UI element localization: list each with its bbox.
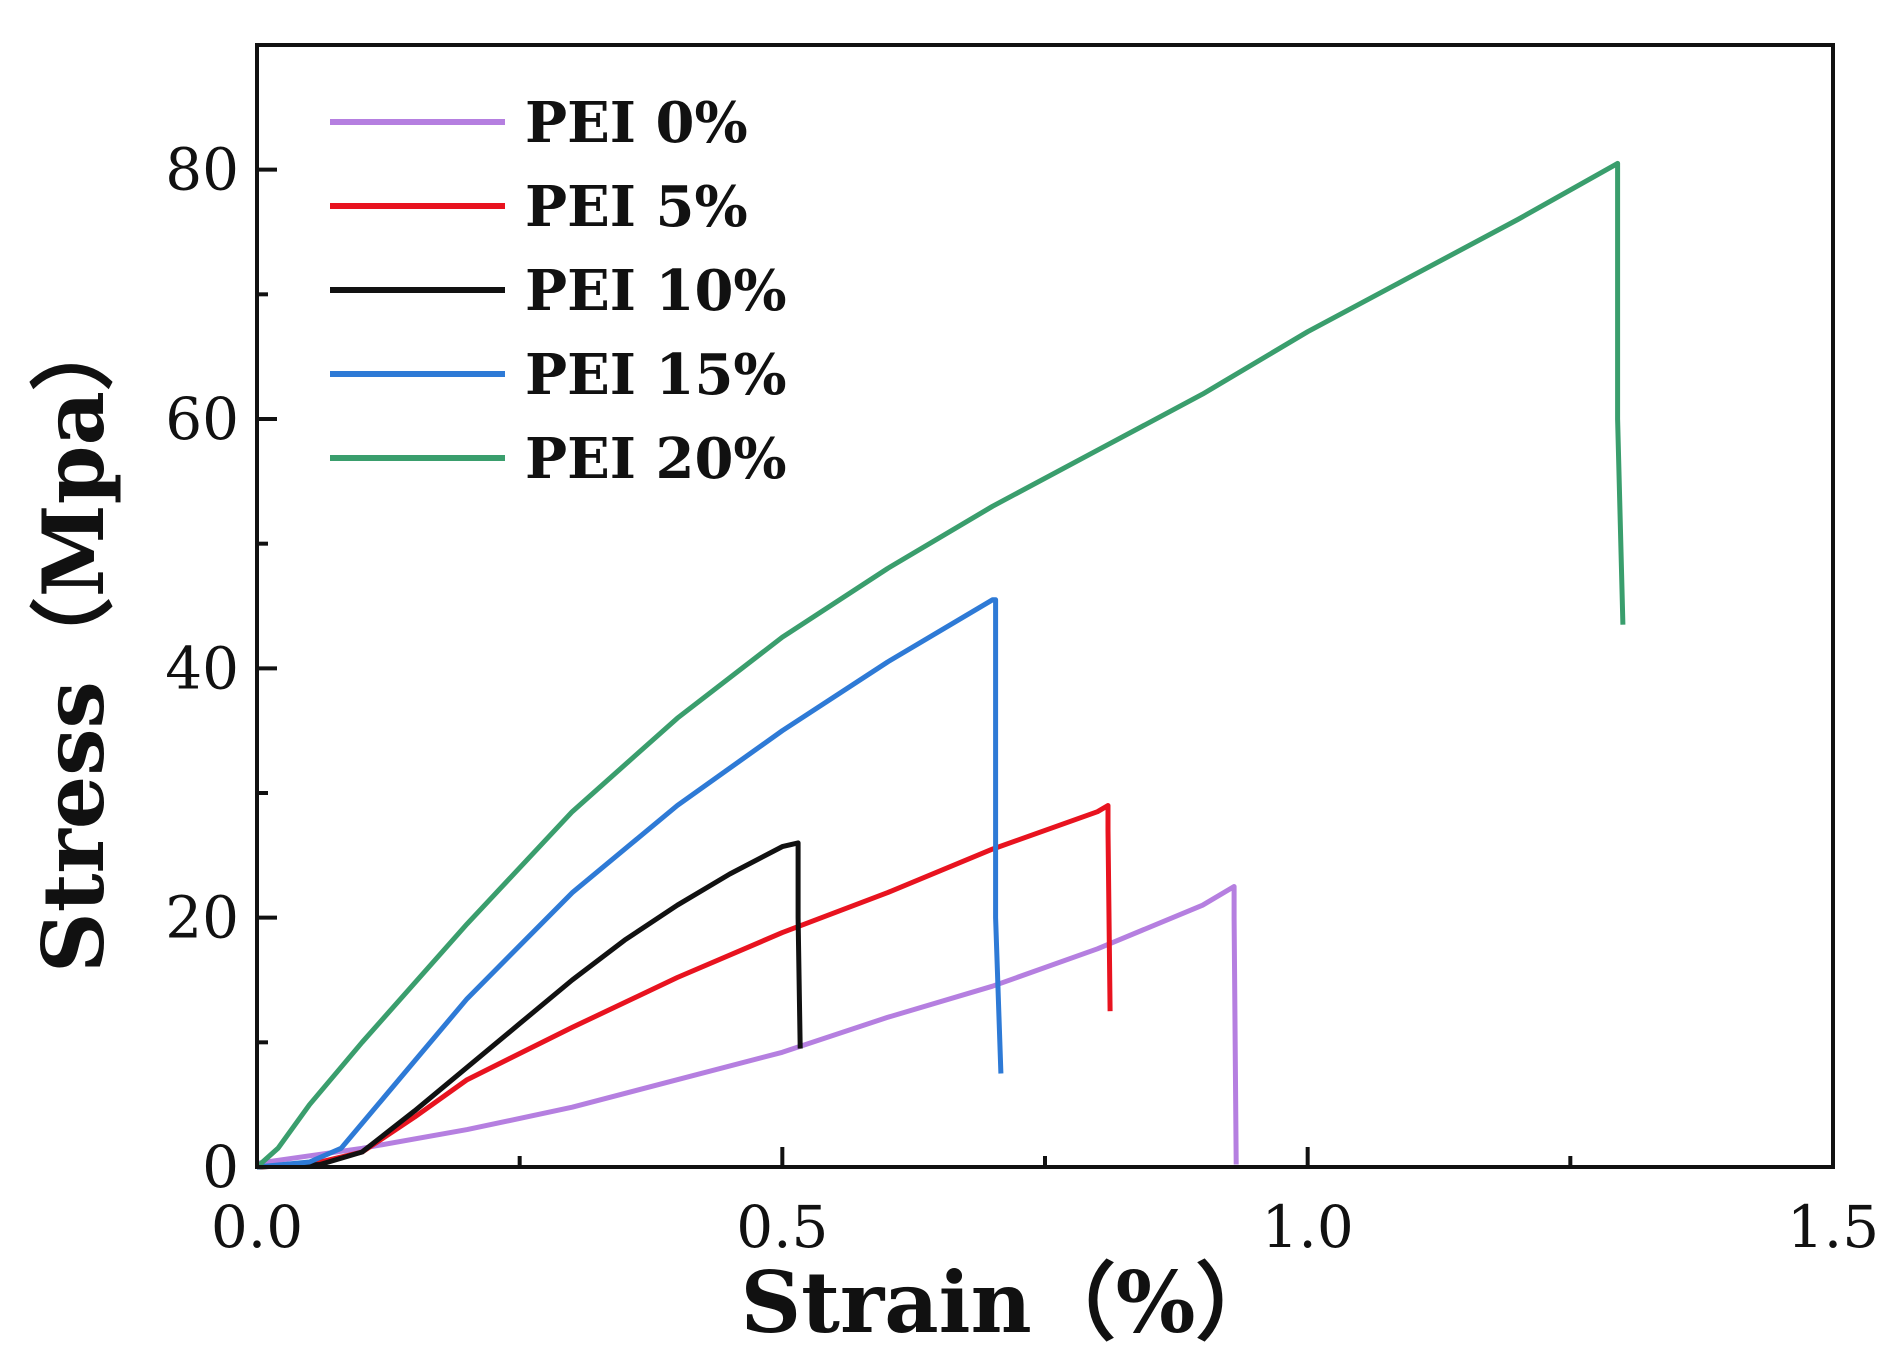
legend-label-5: PEI 20%: [525, 426, 787, 492]
y-axis-title: Stress（Mpa）: [24, 307, 123, 973]
series-line-4: [256, 597, 1004, 1170]
x-tick-label: 0.0: [211, 1193, 303, 1261]
legend-label-1: PEI 0%: [525, 90, 748, 156]
y-tick-label: 60: [165, 385, 239, 453]
legend: PEI 0% PEI 5% PEI 10% PEI 15% PEI 20%: [330, 90, 787, 492]
x-tick-label: 1.0: [1262, 1193, 1354, 1261]
series-line-1: [256, 884, 1239, 1166]
legend-label-4: PEI 15%: [525, 342, 787, 408]
series-line-3: [256, 840, 803, 1170]
series-line-5: [255, 160, 1626, 1169]
x-axis-title: Strain（%）: [741, 1253, 1280, 1352]
x-tick-label: 1.5: [1787, 1193, 1879, 1261]
legend-label-3: PEI 10%: [525, 258, 787, 324]
y-tick-label: 80: [165, 136, 239, 204]
y-tick-label: 40: [165, 634, 239, 702]
y-tick-label: 0: [202, 1133, 239, 1201]
series-layer: [255, 160, 1626, 1170]
tick-layer: 0.0 0.5 1.0 1.5 0 20 40 60 80: [165, 136, 1879, 1261]
legend-label-2: PEI 5%: [525, 174, 748, 240]
x-tick-label: 0.5: [736, 1193, 828, 1261]
y-tick-label: 20: [165, 884, 239, 952]
